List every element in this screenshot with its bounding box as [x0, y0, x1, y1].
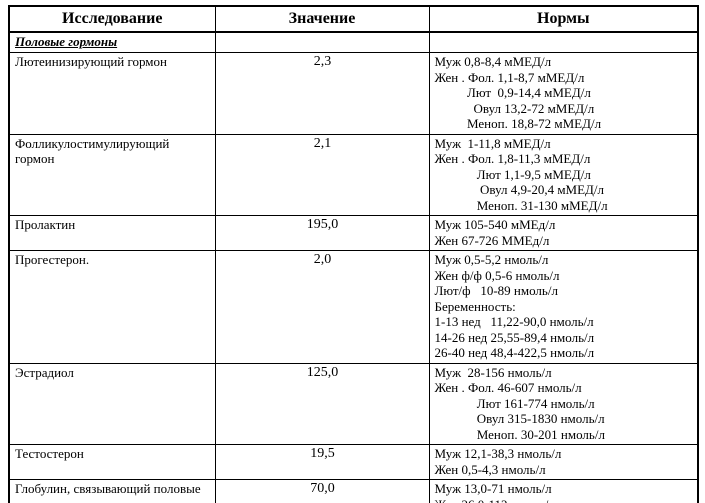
test-name-cell: Пролактин — [8, 215, 216, 251]
norms-cell: Муж 1-11,8 мМЕД/л Жен . Фол. 1,8-11,3 мМ… — [428, 133, 699, 216]
test-name-cell: Эстрадиол — [8, 362, 216, 445]
norms-cell: Муж 0,5-5,2 нмоль/л Жен ф/ф 0,5-6 нмоль/… — [428, 250, 699, 364]
header-row: Исследование Значение Нормы — [8, 5, 699, 33]
section-title: Половые гормоны — [8, 31, 216, 53]
section-row: Половые гормоны — [8, 31, 699, 53]
table-row: Пролактин 195,0 Муж 105-540 мМЕд/л Жен 6… — [8, 215, 699, 251]
value-cell: 195,0 — [214, 215, 430, 251]
norms-cell: Муж 12,1-38,3 нмоль/л Жен 0,5-4,3 нмоль/… — [428, 444, 699, 480]
table-row: Лютеинизирующий гормон 2,3 Муж 0,8-8,4 м… — [8, 52, 699, 135]
test-name-cell: Тестостерон — [8, 444, 216, 480]
table-row: Прогестерон. 2,0 Муж 0,5-5,2 нмоль/л Жен… — [8, 250, 699, 364]
empty-cell — [428, 31, 699, 53]
empty-cell — [214, 31, 430, 53]
norms-cell: Муж 105-540 мМЕд/л Жен 67-726 ММЕд/л — [428, 215, 699, 251]
table-row: Глобулин, связывающий половые гормоны 70… — [8, 479, 699, 503]
norms-cell: Муж 13,0-71 нмоль/л Жен 26,0-112 нмоль/л… — [428, 479, 699, 503]
table-row: Фолликулостимулирующий гормон 2,1 Муж 1-… — [8, 133, 699, 216]
value-cell: 125,0 — [214, 362, 430, 445]
table-row: Эстрадиол 125,0 Муж 28-156 нмоль/л Жен .… — [8, 362, 699, 445]
norms-cell: Муж 0,8-8,4 мМЕД/л Жен . Фол. 1,1-8,7 мМ… — [428, 52, 699, 135]
test-name-cell: Фолликулостимулирующий гормон — [8, 133, 216, 216]
column-header-norms: Нормы — [428, 5, 699, 33]
column-header-test: Исследование — [8, 5, 216, 33]
value-cell: 70,0 — [214, 479, 430, 503]
norms-cell: Муж 28-156 нмоль/л Жен . Фол. 46-607 нмо… — [428, 362, 699, 445]
test-name-cell: Лютеинизирующий гормон — [8, 52, 216, 135]
value-cell: 2,1 — [214, 133, 430, 216]
test-name-cell: Глобулин, связывающий половые гормоны — [8, 479, 216, 503]
test-name-cell: Прогестерон. — [8, 250, 216, 364]
value-cell: 19,5 — [214, 444, 430, 480]
value-cell: 2,3 — [214, 52, 430, 135]
lab-results-table: Исследование Значение Нормы Половые горм… — [8, 5, 699, 503]
value-cell: 2,0 — [214, 250, 430, 364]
column-header-value: Значение — [214, 5, 430, 33]
table-row: Тестостерон 19,5 Муж 12,1-38,3 нмоль/л Ж… — [8, 444, 699, 480]
